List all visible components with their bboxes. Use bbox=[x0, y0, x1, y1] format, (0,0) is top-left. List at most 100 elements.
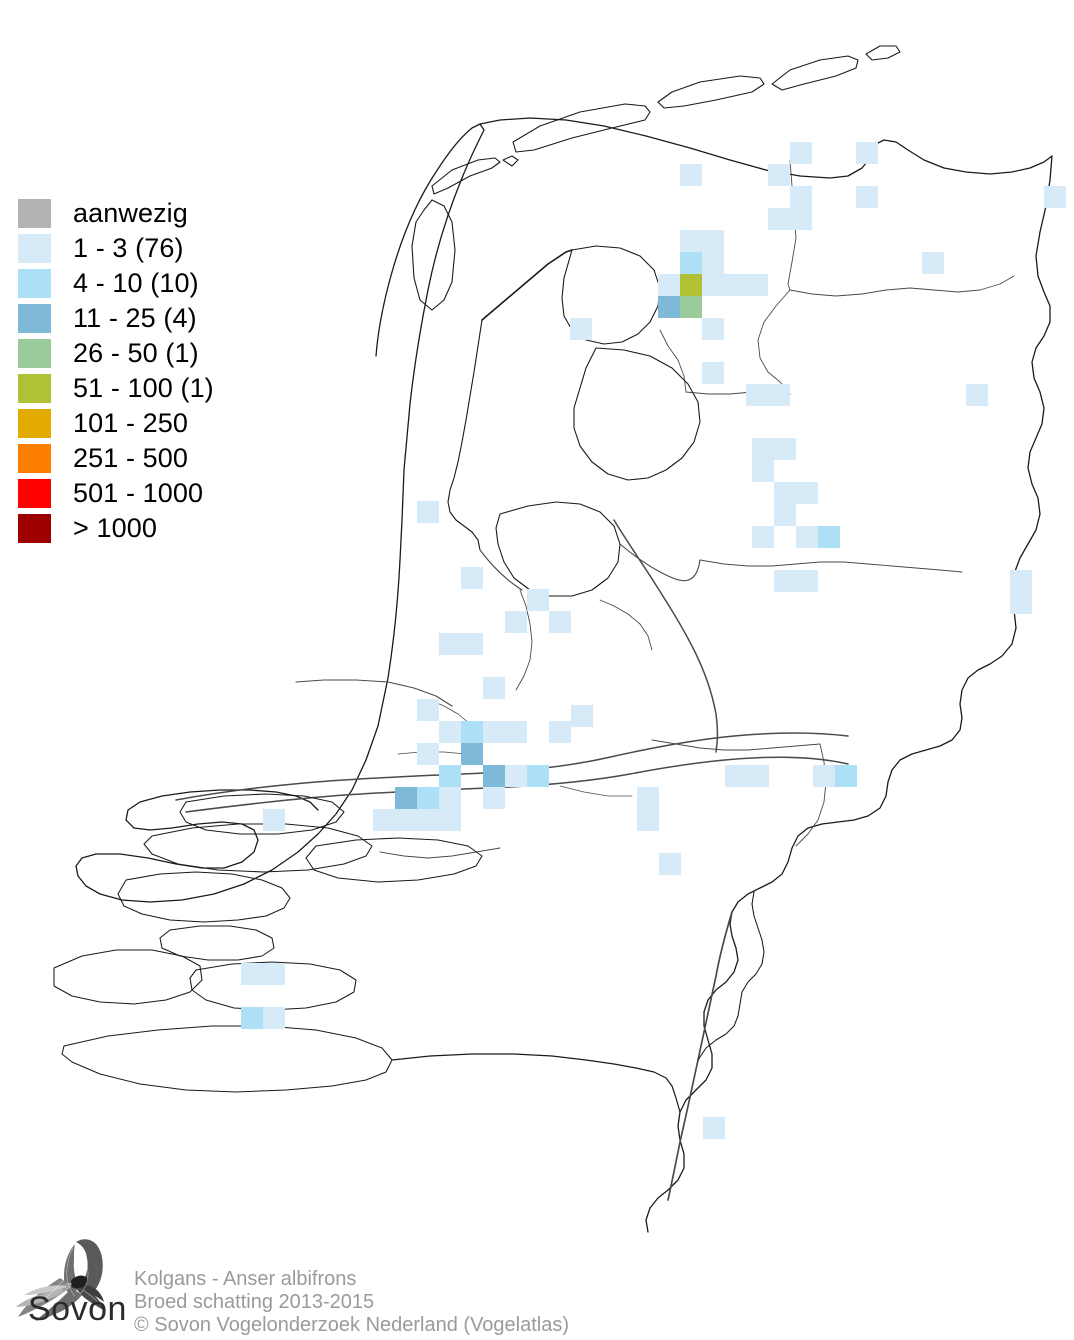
legend-row: 26 - 50 (1) bbox=[18, 336, 214, 371]
grid-cell bbox=[796, 570, 818, 592]
grid-cell bbox=[774, 482, 796, 504]
north-sea-canal bbox=[295, 679, 453, 707]
netherlands-outline-svg bbox=[53, 45, 1053, 1233]
legend-label: 11 - 25 (4) bbox=[73, 303, 197, 333]
grid-cell bbox=[395, 787, 417, 809]
zeeland-schouwen bbox=[117, 871, 291, 923]
legend-swatch bbox=[18, 514, 51, 543]
flevoland-zuidelijk bbox=[495, 501, 621, 597]
grid-cell bbox=[263, 963, 285, 985]
grid-cell bbox=[483, 765, 505, 787]
river-ijssel bbox=[613, 519, 719, 753]
brabant-south-border bbox=[391, 1053, 681, 1113]
grid-cell bbox=[571, 705, 593, 727]
grid-cell bbox=[549, 611, 571, 633]
legend-row: 101 - 250 bbox=[18, 406, 214, 441]
grid-cell bbox=[373, 809, 395, 831]
legend-label: 501 - 1000 bbox=[73, 478, 204, 508]
grid-cell bbox=[790, 208, 812, 230]
grid-cell bbox=[527, 765, 549, 787]
voorne-putten bbox=[179, 793, 345, 835]
grid-cell bbox=[439, 721, 461, 743]
island-griend bbox=[502, 155, 519, 167]
grid-cell bbox=[417, 501, 439, 523]
grid-cell bbox=[395, 809, 417, 831]
legend-row: 1 - 3 (76) bbox=[18, 231, 214, 266]
grid-cell bbox=[774, 570, 796, 592]
legend-swatch bbox=[18, 374, 51, 403]
legend-row: 4 - 10 (10) bbox=[18, 266, 214, 301]
legend-row: 51 - 100 (1) bbox=[18, 371, 214, 406]
grid-cell bbox=[752, 438, 774, 460]
legend-row: > 1000 bbox=[18, 511, 214, 546]
grid-cell bbox=[796, 482, 818, 504]
footer: Sovon Kolgans - Anser albifrons Broed sch… bbox=[0, 1232, 1074, 1340]
grid-cell bbox=[417, 743, 439, 765]
limburg-outline bbox=[697, 891, 765, 1061]
legend-label: 51 - 100 (1) bbox=[73, 373, 214, 403]
legend-row: 501 - 1000 bbox=[18, 476, 214, 511]
grid-cell bbox=[702, 274, 724, 296]
caption-line: Kolgans - Anser albifrons bbox=[134, 1268, 357, 1290]
legend-label: 251 - 500 bbox=[73, 443, 188, 473]
legend-row: 251 - 500 bbox=[18, 441, 214, 476]
legend-label: 1 - 3 (76) bbox=[73, 233, 184, 263]
grid-cell bbox=[417, 809, 439, 831]
legend: aanwezig 1 - 3 (76) 4 - 10 (10) 11 - 25 (4)… bbox=[18, 196, 214, 546]
grid-cell bbox=[505, 721, 527, 743]
grid-cell bbox=[658, 296, 680, 318]
boundary-gelderland-utrecht bbox=[599, 599, 653, 651]
zeeland-walcheren bbox=[53, 949, 203, 1005]
grid-cell bbox=[439, 765, 461, 787]
map-canvas bbox=[53, 45, 1066, 1233]
grid-cell bbox=[813, 765, 835, 787]
legend-swatch bbox=[18, 234, 51, 263]
grid-cell bbox=[680, 230, 702, 252]
island-terschelling bbox=[512, 103, 651, 153]
legend-row: 11 - 25 (4) bbox=[18, 301, 214, 336]
grid-cell bbox=[241, 1007, 263, 1029]
boundary-brabant-limburg bbox=[795, 743, 827, 847]
island-rottumeroog bbox=[865, 45, 901, 61]
legend-swatch bbox=[18, 304, 51, 333]
east-border-groningen-drenthe bbox=[645, 155, 1053, 1233]
legend-label: aanwezig bbox=[73, 198, 188, 228]
legend-swatch bbox=[18, 409, 51, 438]
grid-cell bbox=[483, 677, 505, 699]
grid-cell bbox=[1010, 570, 1032, 592]
grid-cell bbox=[505, 611, 527, 633]
grid-cell bbox=[461, 721, 483, 743]
grid-cell bbox=[790, 142, 812, 164]
grid-cell bbox=[856, 142, 878, 164]
grid-cell bbox=[702, 318, 724, 340]
grid-cell bbox=[752, 460, 774, 482]
caption-line: Broed schatting 2013-2015 bbox=[134, 1291, 375, 1313]
grid-cell bbox=[768, 164, 790, 186]
grid-cell bbox=[747, 765, 769, 787]
island-ameland bbox=[657, 75, 765, 109]
grid-cell bbox=[790, 186, 812, 208]
grid-cell bbox=[439, 633, 461, 655]
grid-cell bbox=[505, 765, 527, 787]
grid-cell bbox=[483, 721, 505, 743]
randmeren bbox=[619, 543, 701, 582]
legend-swatch bbox=[18, 339, 51, 368]
grid-cell bbox=[746, 274, 768, 296]
legend-label: > 1000 bbox=[73, 513, 157, 543]
legend-label: 101 - 250 bbox=[73, 408, 188, 438]
grid-cell bbox=[702, 230, 724, 252]
boundary-friesland-drenthe bbox=[757, 289, 791, 395]
caption-line: © Sovon Vogelonderzoek Nederland (Vogela… bbox=[134, 1314, 570, 1336]
grid-cell bbox=[703, 1117, 725, 1139]
grid-cell bbox=[680, 252, 702, 274]
grid-cell bbox=[417, 699, 439, 721]
grid-cell bbox=[461, 633, 483, 655]
swallow-bird-icon bbox=[16, 1239, 105, 1321]
boundary-utrecht-zuidholland bbox=[515, 589, 533, 691]
grid-cell bbox=[752, 526, 774, 548]
map-caption: Kolgans - Anser albifrons Broed schatting… bbox=[134, 1268, 569, 1337]
grid-cell bbox=[725, 765, 747, 787]
grid-cell bbox=[680, 164, 702, 186]
legend-swatch bbox=[18, 199, 51, 228]
boundary-gelderland-brabant bbox=[651, 739, 821, 751]
